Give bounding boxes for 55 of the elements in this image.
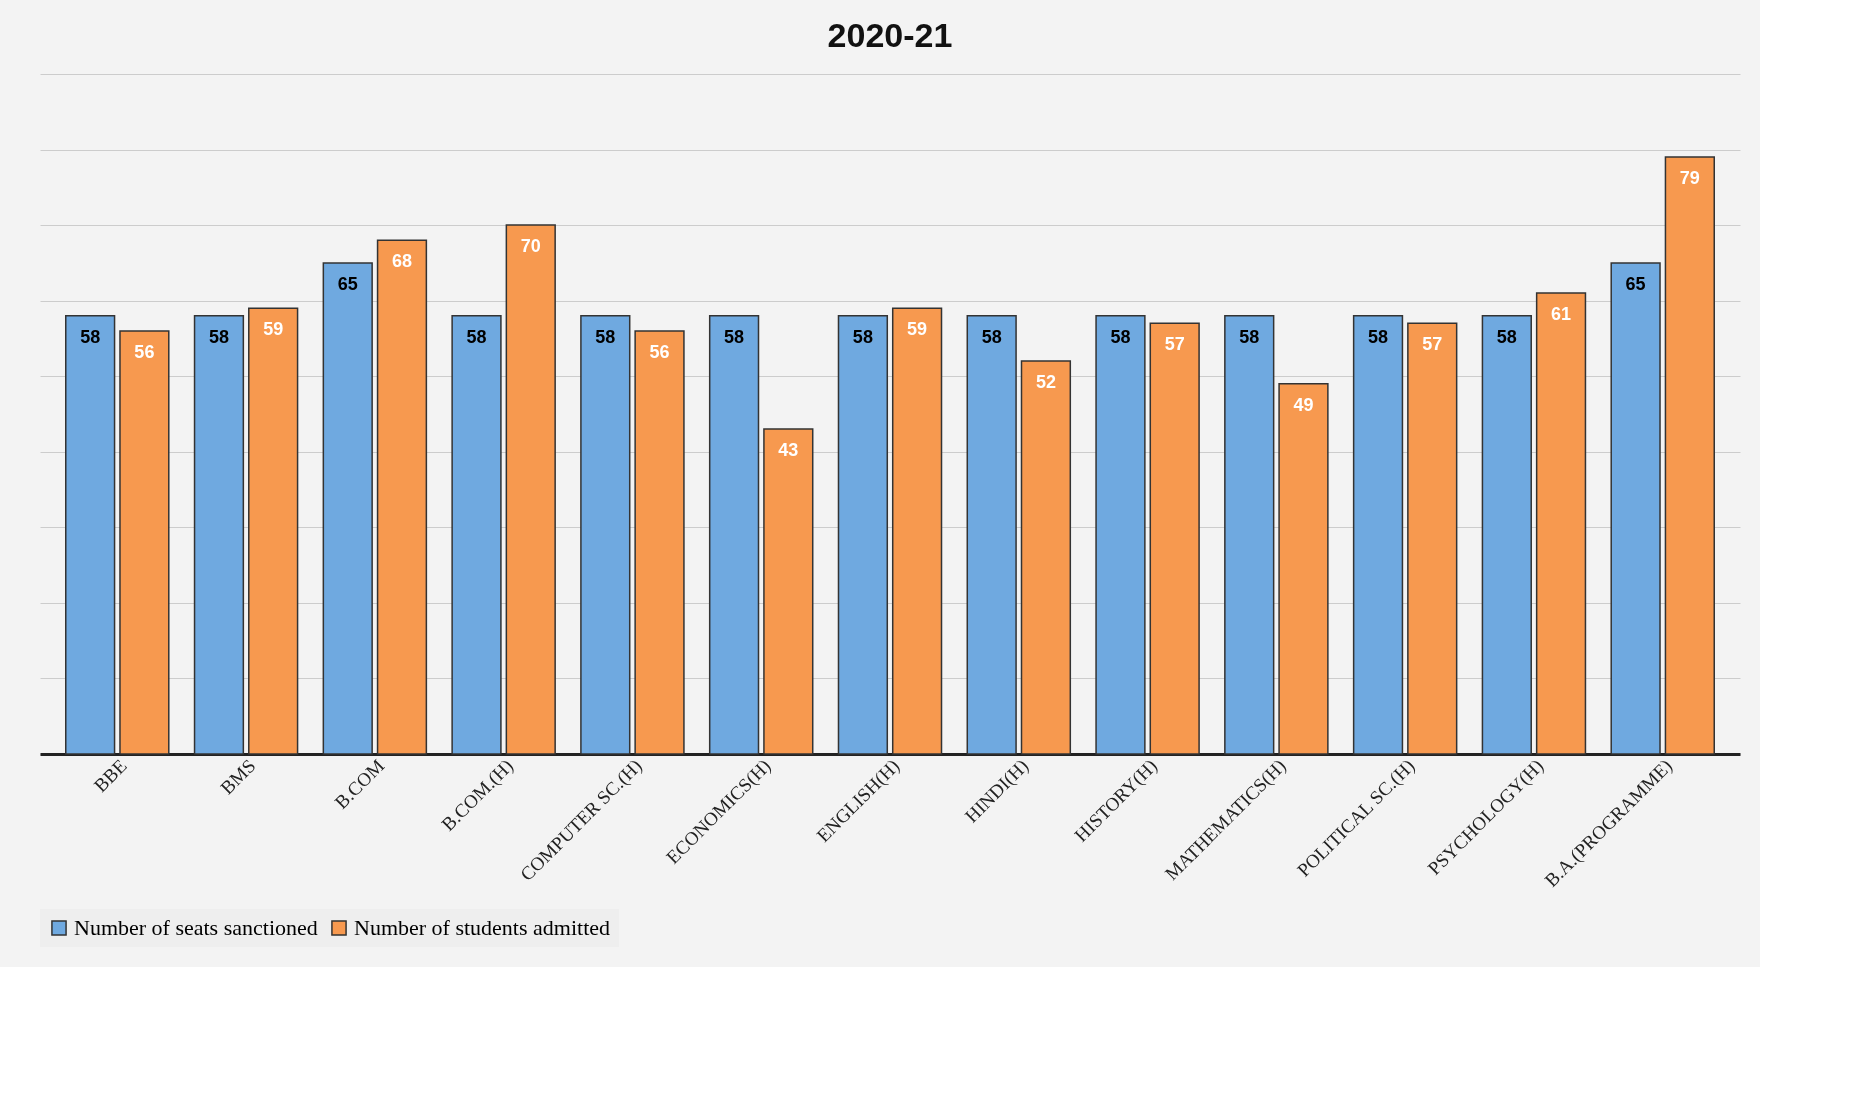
- data-label: 59: [263, 319, 284, 340]
- data-label: 58: [1496, 326, 1517, 347]
- data-label: 61: [1551, 304, 1572, 325]
- bar: [65, 315, 116, 755]
- bar: [1095, 315, 1146, 755]
- data-label: 58: [208, 326, 229, 347]
- data-label: 65: [337, 273, 358, 294]
- bar: [1535, 292, 1587, 755]
- data-label: 58: [724, 326, 745, 347]
- bar: [1352, 315, 1404, 755]
- data-label: 65: [1625, 273, 1646, 294]
- data-label: 58: [1239, 326, 1260, 347]
- data-label: 57: [1422, 334, 1443, 355]
- bar: [891, 307, 943, 755]
- bar: [634, 330, 685, 755]
- bar: [376, 239, 428, 755]
- bar: [505, 224, 556, 755]
- bar: [1224, 315, 1275, 755]
- data-label: 58: [981, 326, 1002, 347]
- data-label: 57: [1164, 334, 1185, 355]
- bar: [248, 307, 299, 755]
- bar: [708, 315, 760, 755]
- bar: [966, 315, 1017, 755]
- data-label: 52: [1035, 372, 1056, 393]
- data-label: 79: [1679, 168, 1700, 189]
- bar: [322, 262, 373, 755]
- bar: [119, 330, 170, 755]
- data-label: 58: [80, 326, 101, 347]
- data-label: 58: [1110, 326, 1131, 347]
- data-label: 58: [1368, 326, 1389, 347]
- bar: [1664, 156, 1715, 755]
- data-label: 58: [595, 326, 616, 347]
- bar: [451, 315, 502, 755]
- legend-label: Number of students admitted: [354, 915, 611, 940]
- bar: [1407, 322, 1458, 755]
- data-label: 43: [778, 440, 799, 461]
- data-label: 58: [852, 326, 873, 347]
- data-label: 56: [134, 341, 155, 362]
- bar: [580, 315, 631, 755]
- bar: [1020, 360, 1072, 755]
- legend-label: Number of seats sanctioned: [74, 915, 318, 940]
- chart-title: 2020-21: [827, 16, 953, 54]
- bar: [1481, 315, 1532, 755]
- data-label: 59: [907, 319, 928, 340]
- bar: [1610, 262, 1661, 755]
- data-label: 58: [466, 326, 487, 347]
- bar: [763, 428, 814, 755]
- bar: [1278, 383, 1329, 755]
- bar: [837, 315, 889, 755]
- data-label: 49: [1293, 394, 1314, 415]
- data-label: 68: [391, 251, 412, 272]
- bar: [1149, 322, 1200, 755]
- data-label: 70: [520, 236, 541, 257]
- data-label: 56: [649, 341, 670, 362]
- bar: [193, 315, 245, 755]
